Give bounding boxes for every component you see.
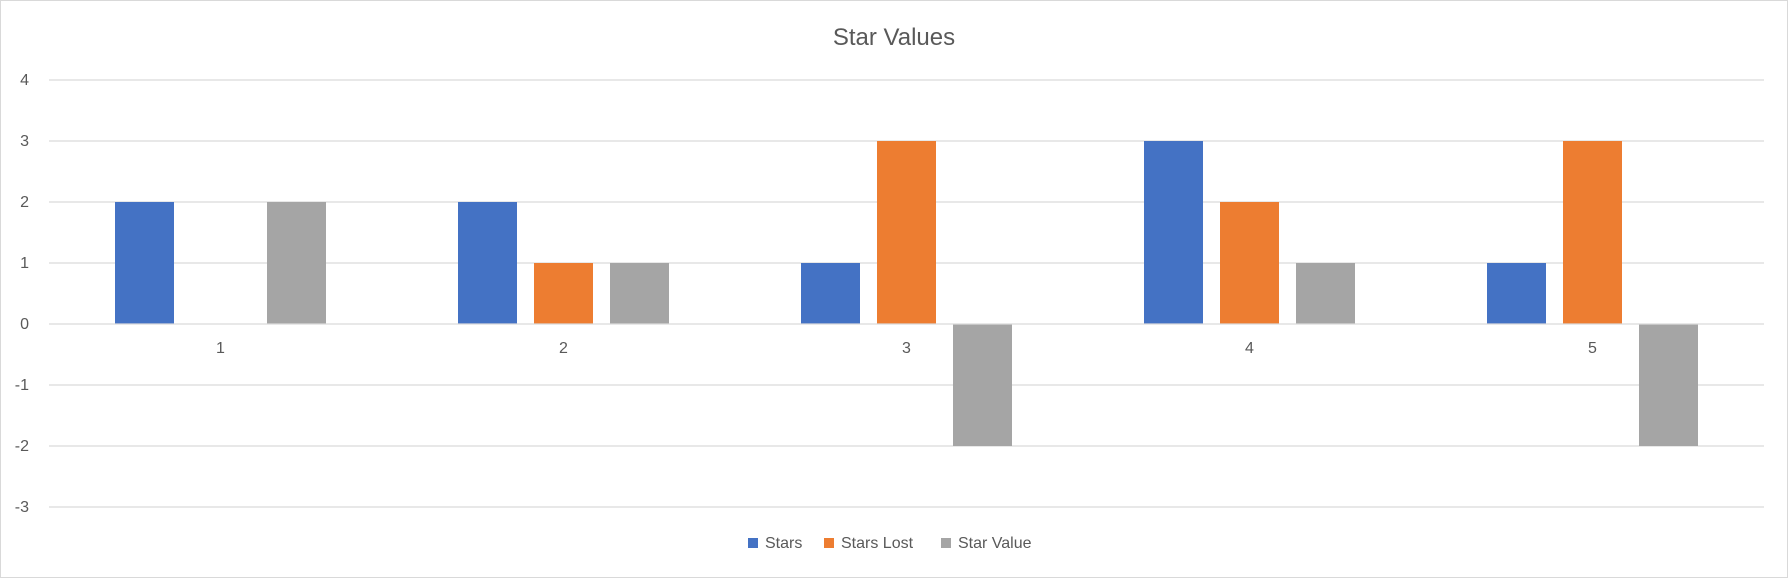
bar-stars	[801, 263, 860, 324]
bar-stars	[1144, 141, 1203, 324]
y-tick-label: -3	[15, 499, 29, 516]
bar-stars	[1487, 263, 1546, 324]
x-tick-label: 5	[1588, 340, 1597, 357]
y-tick-label: 0	[20, 316, 29, 333]
y-tick-label: -1	[15, 377, 29, 394]
legend-swatch	[941, 538, 951, 548]
bar-star-value	[1639, 324, 1698, 446]
legend-item-stars: Stars	[748, 535, 802, 552]
y-tick-label: 3	[20, 133, 29, 150]
legend-item-star-value: Star Value	[941, 535, 1032, 552]
bars	[115, 141, 1698, 446]
y-tick-label: 2	[20, 194, 29, 211]
legend-label: Stars Lost	[841, 535, 914, 552]
bar-stars	[115, 202, 174, 324]
legend-label: Star Value	[958, 535, 1032, 552]
x-tick-label: 3	[902, 340, 911, 357]
y-axis-tick-labels: -3 -2 -1 0 1 2 3 4	[15, 72, 29, 516]
y-tick-label: 1	[20, 255, 29, 272]
y-tick-label: -2	[15, 438, 29, 455]
bar-stars-lost	[877, 141, 936, 324]
bar-stars-lost	[1220, 202, 1279, 324]
bar-stars	[458, 202, 517, 324]
y-tick-label: 4	[20, 72, 29, 89]
legend-swatch	[748, 538, 758, 548]
chart-title: Star Values	[833, 24, 955, 51]
bar-stars-lost	[1563, 141, 1622, 324]
x-tick-label: 4	[1245, 340, 1254, 357]
x-tick-label: 1	[216, 340, 225, 357]
legend-swatch	[824, 538, 834, 548]
x-axis-tick-labels: 1 2 3 4 5	[216, 340, 1597, 357]
bar-star-value	[267, 202, 326, 324]
bar-stars-lost	[534, 263, 593, 324]
bar-star-value	[610, 263, 669, 324]
bar-star-value	[1296, 263, 1355, 324]
legend: Stars Stars Lost Star Value	[748, 535, 1032, 552]
legend-label: Stars	[765, 535, 802, 552]
legend-item-stars-lost: Stars Lost	[824, 535, 914, 552]
x-tick-label: 2	[559, 340, 568, 357]
bar-star-value	[953, 324, 1012, 446]
